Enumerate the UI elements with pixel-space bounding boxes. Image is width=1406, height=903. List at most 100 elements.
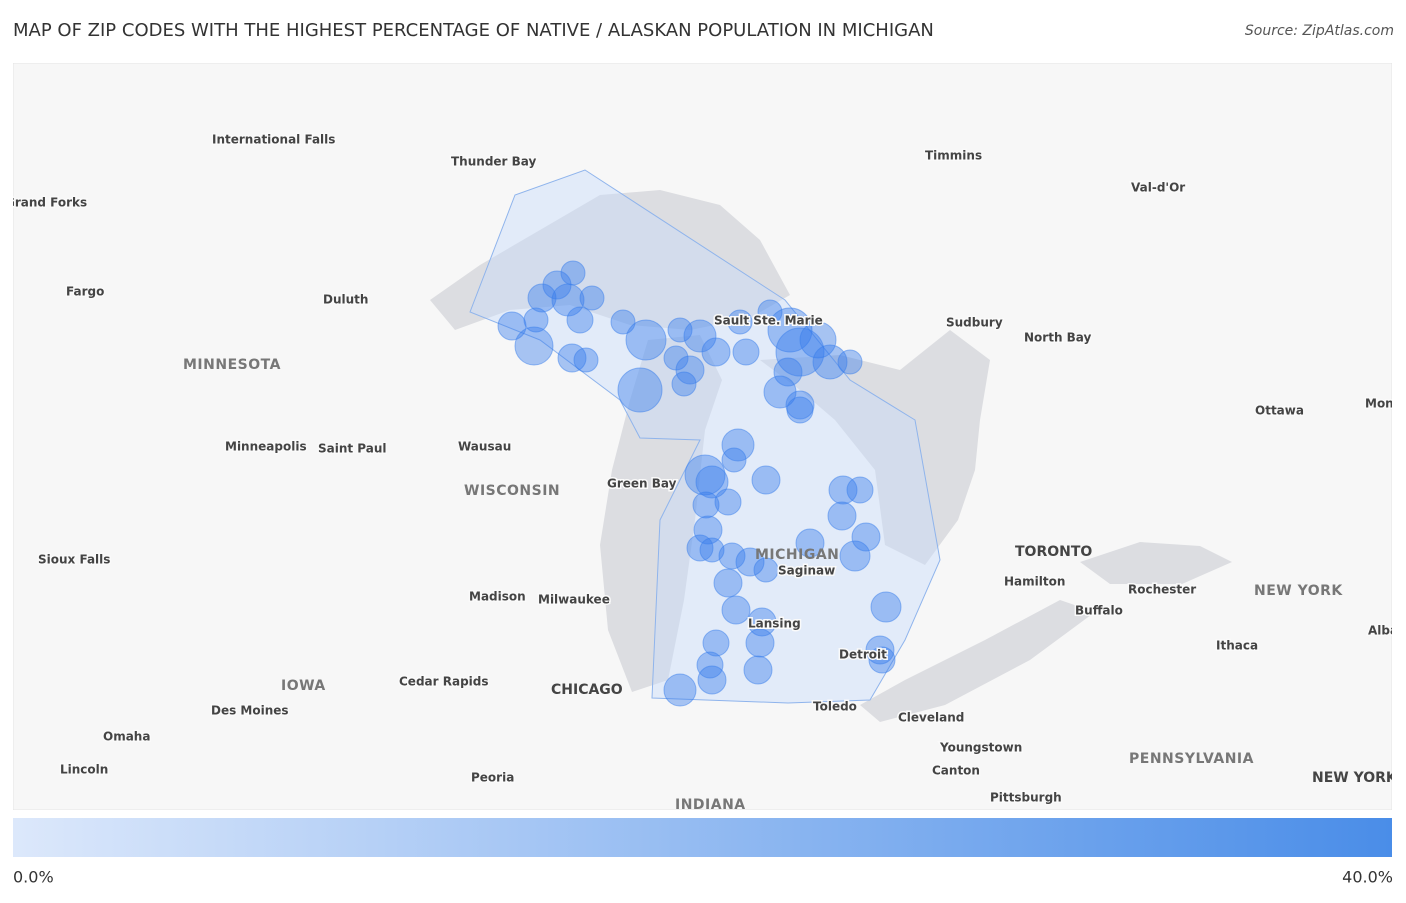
place-label: Madison xyxy=(469,590,526,604)
zip-bubble xyxy=(566,306,594,334)
zip-bubble xyxy=(721,447,747,473)
zip-bubble xyxy=(743,655,773,685)
zip-bubble xyxy=(579,285,605,311)
zip-bubble xyxy=(560,260,586,286)
zip-bubble xyxy=(692,491,720,519)
place-label: Ottawa xyxy=(1255,404,1304,418)
michigan-region xyxy=(469,169,941,704)
place-label: Timmins xyxy=(925,149,982,163)
zip-bubble xyxy=(795,528,825,558)
zip-bubble xyxy=(695,465,729,499)
zip-bubble xyxy=(773,357,803,387)
zip-bubble xyxy=(721,428,755,462)
lake-huron xyxy=(760,330,990,565)
place-label: TORONTO xyxy=(1015,544,1092,560)
place-label: International Falls xyxy=(212,133,335,147)
place-label: PENNSYLVANIA xyxy=(1129,751,1254,767)
zip-bubble xyxy=(846,476,874,504)
place-label: Milwaukee xyxy=(538,593,610,607)
zip-bubble xyxy=(828,475,858,505)
place-label: Saginaw xyxy=(778,564,835,578)
lake-ontario xyxy=(1080,542,1232,584)
zip-bubble xyxy=(617,367,663,413)
zip-bubble xyxy=(727,309,753,335)
place-label: Lincoln xyxy=(60,763,108,777)
place-label: Grand Forks xyxy=(5,196,87,210)
zip-bubble xyxy=(625,319,667,361)
zip-bubble xyxy=(696,651,724,679)
place-label: Omaha xyxy=(103,730,150,744)
zip-bubble xyxy=(812,344,848,380)
map: International Falls Thunder Bay Grand Fork… xyxy=(5,63,1406,813)
zip-bubble xyxy=(663,673,697,707)
place-label: Lansing xyxy=(748,617,801,631)
place-label: Cedar Rapids xyxy=(399,675,489,689)
place-label: NEW YORK xyxy=(1312,770,1398,786)
zip-bubble xyxy=(757,299,783,325)
place-label: MICHIGAN xyxy=(755,547,839,563)
zip-bubble xyxy=(745,628,775,658)
zip-bubble xyxy=(610,309,636,335)
place-label: MINNESOTA xyxy=(183,357,281,373)
zip-bubble xyxy=(702,629,730,657)
zip-bubble xyxy=(785,390,815,420)
place-label: Cleveland xyxy=(898,711,964,725)
zip-bubble xyxy=(753,557,779,583)
place-label: Minneapolis xyxy=(225,440,307,454)
place-label: Wausau xyxy=(458,440,511,454)
place-label: IOWA xyxy=(281,678,326,694)
place-label: Rochester xyxy=(1128,583,1196,597)
lakes xyxy=(430,190,1232,722)
zip-bubble xyxy=(837,349,863,375)
source: Source: ZipAtlas.com xyxy=(1245,23,1394,39)
place-label: CHICAGO xyxy=(551,682,623,698)
zip-bubble xyxy=(701,337,731,367)
place-label: Ithaca xyxy=(1216,639,1258,653)
place-label: Saint Paul xyxy=(318,442,387,456)
place-label: Fargo xyxy=(66,285,104,299)
place-label: Val-d'Or xyxy=(1131,181,1185,195)
zip-bubble xyxy=(747,607,777,637)
place-label: Toledo xyxy=(813,700,857,714)
zip-bubble xyxy=(799,321,837,359)
lake-erie xyxy=(860,600,1095,722)
zip-bubble xyxy=(851,522,881,552)
zip-bubble xyxy=(865,635,895,665)
zip-bubble xyxy=(721,595,751,625)
place-label: Pittsburgh xyxy=(990,791,1062,805)
zip-bubble xyxy=(786,396,814,424)
lake-michigan xyxy=(600,335,722,692)
zip-bubble xyxy=(683,319,717,353)
lake-superior xyxy=(430,190,790,330)
place-label: INDIANA xyxy=(675,797,746,813)
place-label: WISCONSIN xyxy=(464,483,560,499)
place-label: Sudbury xyxy=(946,316,1003,330)
zip-bubble xyxy=(751,465,781,495)
legend-max-label: 40.0% xyxy=(1342,868,1393,887)
legend-min-label: 0.0% xyxy=(13,868,54,887)
place-label: Peoria xyxy=(471,771,514,785)
zip-bubble xyxy=(527,283,557,313)
place-label: Canton xyxy=(932,764,980,778)
legend-bar xyxy=(13,818,1392,857)
zip-bubble xyxy=(697,665,727,695)
zip-bubble xyxy=(573,347,599,373)
zip-bubble xyxy=(718,542,746,570)
bubbles xyxy=(497,260,902,707)
zip-bubble xyxy=(675,355,705,385)
place-label: Detroit xyxy=(839,648,887,662)
place-label: Thunder Bay xyxy=(451,155,537,169)
zip-bubble xyxy=(827,501,857,531)
place-label: Albany xyxy=(1368,624,1406,638)
zip-bubble xyxy=(732,338,760,366)
place-label: Hamilton xyxy=(1004,575,1065,589)
zip-bubble xyxy=(714,488,742,516)
zip-bubble xyxy=(693,515,723,545)
zip-bubble xyxy=(671,371,697,397)
zip-bubble xyxy=(735,547,765,577)
zip-bubble xyxy=(868,646,896,674)
zip-bubble xyxy=(684,454,726,496)
zip-bubble xyxy=(713,568,743,598)
